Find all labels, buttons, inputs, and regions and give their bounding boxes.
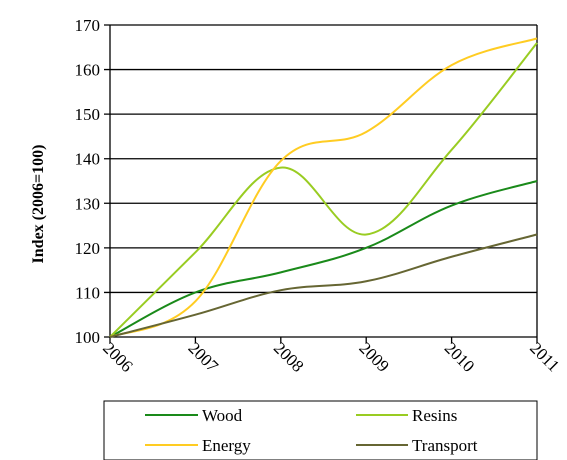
y-tick-label: 120 bbox=[75, 239, 101, 258]
gridlines bbox=[104, 24, 537, 338]
y-tick-label: 140 bbox=[75, 150, 101, 169]
legend-item-energy: Energy bbox=[145, 436, 251, 455]
axes bbox=[109, 25, 538, 343]
y-tick-label: 150 bbox=[75, 105, 101, 124]
y-tick-label: 170 bbox=[75, 16, 101, 35]
series-line-resins bbox=[109, 42, 538, 338]
legend: Wood Resins Energy Transport bbox=[103, 400, 538, 460]
x-tick-label: 2010 bbox=[441, 338, 478, 375]
legend-label: Resins bbox=[412, 406, 457, 425]
series-line-energy bbox=[109, 37, 538, 338]
series-lines bbox=[109, 37, 538, 338]
y-tick-label: 110 bbox=[75, 283, 100, 302]
y-tick-label: 100 bbox=[75, 328, 101, 347]
legend-item-resins: Resins bbox=[356, 406, 457, 425]
x-tick-label: 2011 bbox=[526, 338, 563, 375]
x-tick-labels: 2006 2007 2008 2009 2010 2011 bbox=[99, 338, 563, 376]
y-axis-label: Index (2006=100) bbox=[30, 145, 47, 264]
legend-label: Transport bbox=[412, 436, 478, 455]
y-tick-labels: 100 110 120 130 140 150 160 170 bbox=[75, 16, 101, 347]
x-tick-label: 2007 bbox=[185, 338, 223, 376]
legend-item-transport: Transport bbox=[356, 436, 478, 455]
x-tick-label: 2008 bbox=[270, 338, 307, 375]
series-line-transport bbox=[109, 233, 538, 338]
y-tick-label: 130 bbox=[75, 194, 101, 213]
legend-item-wood: Wood bbox=[145, 406, 243, 425]
x-tick-label: 2009 bbox=[355, 338, 392, 375]
y-tick-label: 160 bbox=[75, 61, 101, 80]
series-line-wood bbox=[109, 180, 538, 338]
x-tick-label: 2006 bbox=[99, 338, 136, 375]
legend-box bbox=[103, 400, 538, 460]
legend-label: Wood bbox=[202, 406, 243, 425]
legend-label: Energy bbox=[202, 436, 251, 455]
